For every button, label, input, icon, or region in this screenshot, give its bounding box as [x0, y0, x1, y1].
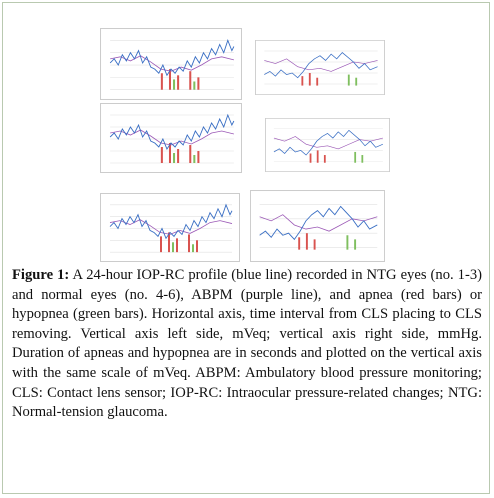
figure-frame	[2, 2, 490, 494]
caption-text: A 24-hour IOP-RC profile (blue line) rec…	[12, 267, 482, 421]
figure-caption: Figure 1: A 24-hour IOP-RC profile (blue…	[12, 266, 482, 423]
figure-panels	[100, 28, 390, 262]
figure-label: Figure 1:	[12, 267, 70, 283]
